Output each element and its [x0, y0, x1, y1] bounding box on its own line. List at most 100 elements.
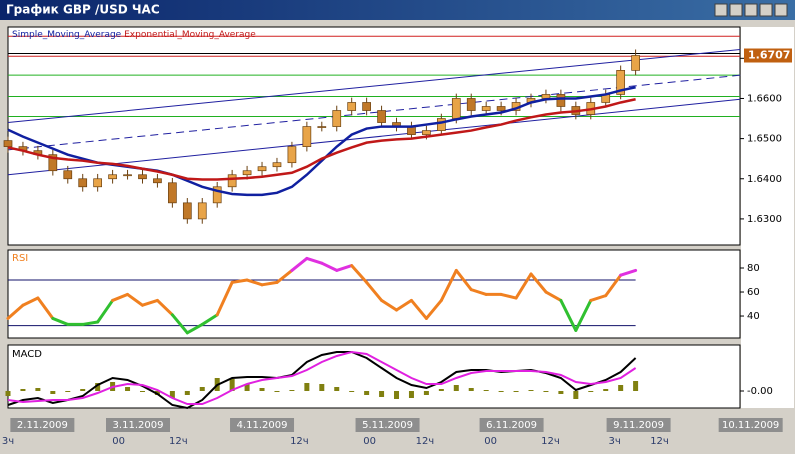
y-tick-label: -0.00 — [747, 386, 773, 397]
rsi-segment — [514, 272, 533, 300]
window-title: График GBP /USD ЧАС — [6, 3, 160, 17]
rsi-segment — [544, 290, 563, 302]
histogram-bar — [618, 385, 624, 391]
button[interactable] — [759, 3, 773, 17]
button[interactable] — [714, 3, 728, 17]
rsi-segment — [21, 296, 40, 307]
candle-body — [153, 178, 162, 184]
y-tick-label: 60 — [747, 287, 760, 298]
rsi-segment — [260, 280, 279, 287]
rsi-segment — [559, 298, 578, 332]
candle-body — [451, 98, 461, 119]
rsi-segment — [350, 264, 369, 284]
candle-body — [108, 174, 117, 180]
button[interactable] — [729, 3, 743, 17]
button[interactable] — [744, 3, 758, 17]
date-box — [479, 418, 544, 432]
candle-body — [347, 102, 357, 111]
histogram-bar — [65, 391, 71, 392]
rsi-segment — [245, 278, 264, 287]
window-buttons[interactable] — [714, 3, 788, 17]
rsi-segment — [36, 296, 55, 320]
rsi-segment — [215, 280, 234, 317]
rsi-segment — [126, 292, 144, 307]
rsi-segment — [499, 292, 518, 300]
candle-body — [168, 182, 177, 204]
candle-body — [422, 130, 431, 135]
price-box — [744, 48, 792, 63]
histogram-bar — [304, 383, 310, 391]
histogram-bar — [543, 391, 549, 392]
rsi-segment — [290, 256, 309, 272]
x-tick-label: 12ч — [169, 436, 188, 447]
button[interactable] — [774, 3, 788, 17]
x-tick-label: 12ч — [541, 436, 560, 447]
histogram-bar — [80, 389, 86, 391]
y-tick-label: 1.6300 — [747, 214, 782, 225]
histogram-bar — [423, 391, 429, 395]
histogram-bar — [364, 391, 370, 395]
histogram-bar — [468, 388, 474, 391]
candle-body — [197, 202, 207, 220]
y-tick-label: 1.6400 — [747, 174, 782, 185]
date-box — [230, 418, 295, 432]
candle-body — [481, 106, 491, 111]
candle-body — [78, 178, 88, 188]
date-box — [718, 418, 783, 432]
rsi-segment — [96, 298, 115, 324]
histogram-bar — [528, 390, 534, 391]
histogram-bar — [483, 390, 489, 391]
rsi-segment — [6, 303, 25, 320]
date-label: 5.11.2009 — [362, 420, 413, 431]
candle-body — [182, 202, 192, 220]
title-bar — [0, 0, 795, 20]
date-label: 10.11.2009 — [722, 420, 779, 431]
candle-body — [616, 70, 626, 95]
rsi-segment — [424, 298, 443, 320]
price-panel — [7, 26, 741, 246]
rsi-segment — [380, 298, 399, 312]
histogram-bar — [603, 389, 609, 391]
candle-body — [138, 174, 147, 180]
rsi-segment — [81, 320, 100, 326]
candle-body — [123, 174, 132, 177]
candle-body — [317, 126, 327, 128]
candle-body — [3, 140, 13, 147]
date-label: 6.11.2009 — [486, 420, 537, 431]
candle-body — [302, 126, 312, 147]
x-tick-label: 00 — [112, 436, 125, 447]
value-axis-area — [741, 27, 794, 408]
histogram-bar — [184, 391, 190, 395]
histogram-bar — [319, 384, 325, 391]
histogram-bar — [334, 387, 340, 391]
rsi-segment — [51, 316, 70, 326]
rsi-segment — [589, 294, 608, 302]
x-tick-label: 3ч — [2, 436, 14, 447]
histogram-bar — [289, 390, 295, 391]
date-box — [355, 418, 420, 432]
panel-title: RSI — [12, 253, 28, 264]
date-label: 9.11.2009 — [613, 420, 664, 431]
rsi-segment — [619, 268, 638, 277]
histogram-bar — [633, 381, 639, 391]
histogram-bar — [169, 391, 175, 398]
histogram-bar — [588, 391, 594, 392]
x-tick-label: 00 — [363, 436, 376, 447]
date-label: 4.11.2009 — [237, 420, 288, 431]
histogram-bar — [573, 391, 579, 399]
candle-body — [227, 174, 237, 188]
histogram-bar — [274, 391, 280, 392]
date-label: 3.11.2009 — [113, 420, 164, 431]
macd-line — [7, 350, 637, 405]
candle-body — [436, 118, 446, 131]
rsi-segment — [439, 268, 458, 302]
histogram-bar — [50, 391, 56, 394]
x-tick-label: 3ч — [609, 436, 621, 447]
x-tick-label: 12ч — [650, 436, 669, 447]
y-tick-label: 1.6600 — [747, 93, 782, 104]
panel-title: MACD — [12, 349, 42, 360]
histogram-bar — [125, 387, 131, 391]
rsi-segment — [335, 264, 354, 272]
date-label: 2.11.2009 — [17, 420, 68, 431]
rsi-segment — [200, 313, 219, 326]
